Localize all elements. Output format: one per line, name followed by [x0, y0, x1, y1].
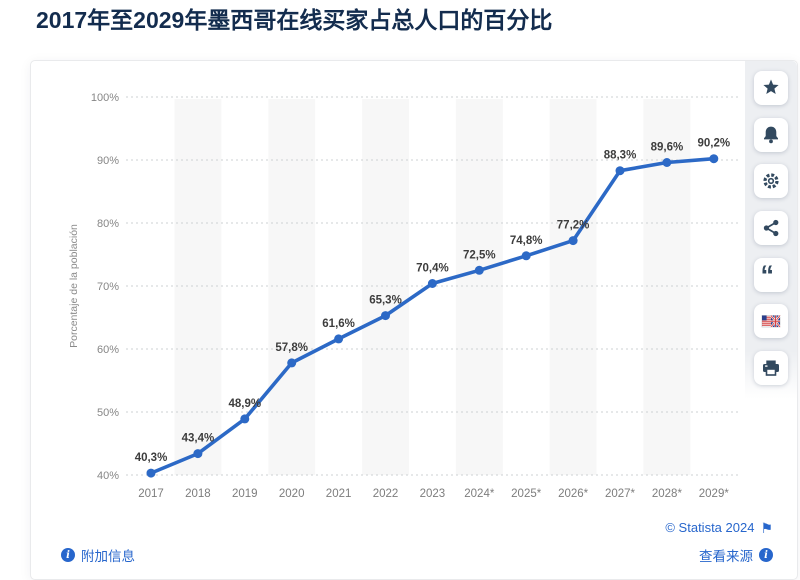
line-series [149, 156, 716, 475]
share-button[interactable] [754, 211, 788, 246]
copyright-text: © Statista 2024 [665, 520, 755, 535]
data-label: 72,5% [463, 249, 496, 261]
chart-svg: 40% 50% 60% 70% 80% 90% 100% 2017 2018 2019 2020 20… [68, 92, 739, 500]
data-label: 40,3% [135, 452, 168, 464]
y-tick-label: 90% [97, 155, 119, 167]
data-label: 89,6% [651, 142, 684, 154]
x-tick-label: 2024* [464, 488, 495, 500]
toolbar: “ [745, 61, 797, 399]
data-point[interactable] [146, 468, 156, 478]
language-flag-icon [761, 315, 781, 329]
x-tick-label: 2018 [185, 488, 211, 500]
y-tick-label: 100% [91, 92, 119, 104]
x-tick-label: 2029* [699, 488, 730, 500]
settings-button[interactable] [754, 164, 788, 199]
data-point[interactable] [615, 166, 625, 176]
plot-band [174, 99, 222, 475]
x-tick-label: 2020 [279, 488, 305, 500]
favorite-button[interactable] [754, 71, 788, 105]
data-point[interactable] [334, 334, 344, 344]
data-point[interactable] [193, 449, 203, 459]
x-tick-label: 2021 [326, 488, 352, 500]
star-icon [763, 79, 779, 94]
copyright: © Statista 2024 ⚑ [665, 520, 773, 535]
print-button[interactable] [754, 351, 788, 386]
data-label: 70,4% [416, 263, 449, 275]
y-axis-title: Porcentaje de la población [68, 224, 80, 348]
data-label: 74,8% [510, 235, 543, 247]
data-point[interactable] [662, 158, 672, 167]
data-point[interactable] [287, 358, 297, 368]
data-label: 48,9% [228, 398, 261, 410]
data-label: 65,3% [369, 295, 402, 307]
cite-button[interactable]: “ [754, 257, 788, 292]
printer-icon [763, 360, 779, 376]
data-point[interactable] [709, 154, 719, 164]
data-label: 61,6% [322, 318, 355, 330]
data-point[interactable] [521, 251, 531, 261]
data-label: 88,3% [604, 150, 637, 162]
data-label: 77,2% [557, 220, 590, 232]
plot-band [362, 99, 409, 475]
y-tick-label: 80% [97, 218, 119, 230]
x-tick-label: 2022 [373, 488, 399, 500]
chart-card: 40% 50% 60% 70% 80% 90% 100% 2017 2018 2019 2020 20… [30, 60, 798, 580]
y-tick-label: 70% [97, 281, 119, 293]
data-point[interactable] [381, 311, 390, 321]
svg-text:“: “ [761, 260, 775, 290]
x-tick-label: 2026* [558, 488, 589, 500]
plot-band [643, 99, 691, 475]
plot-band [268, 99, 316, 475]
x-tick-label: 2017 [138, 488, 164, 500]
data-point[interactable] [474, 265, 484, 275]
y-tick-label: 50% [97, 407, 119, 419]
additional-info-label: 附加信息 [81, 549, 135, 564]
show-source-label: 查看来源 [699, 549, 753, 564]
plot-band [455, 99, 503, 475]
data-point[interactable] [240, 414, 250, 424]
x-tick-label: 2025* [511, 488, 542, 500]
x-tick-label: 2028* [652, 488, 683, 500]
data-label: 57,8% [275, 342, 308, 354]
language-button[interactable] [754, 304, 788, 339]
x-tick-label: 2023 [420, 488, 446, 500]
data-label: 90,2% [697, 138, 730, 150]
y-tick-label: 60% [97, 344, 119, 356]
share-icon [763, 219, 779, 237]
additional-info-link[interactable]: i 附加信息 [61, 545, 135, 565]
data-point[interactable] [568, 236, 578, 246]
footer-links: i 附加信息 查看来源 i [61, 545, 773, 565]
report-flag-icon[interactable]: ⚑ [760, 519, 773, 536]
y-tick-label: 40% [97, 470, 119, 482]
notifications-button[interactable] [754, 117, 788, 152]
show-source-link[interactable]: 查看来源 i [699, 545, 773, 565]
info-icon: i [61, 548, 75, 562]
gear-icon [763, 173, 779, 189]
chart: 40% 50% 60% 70% 80% 90% 100% 2017 2018 2019 2020 20… [31, 61, 743, 511]
info-icon: i [759, 548, 773, 562]
x-tick-label: 2019 [232, 488, 258, 500]
quote-icon: “ [761, 260, 775, 290]
plot-band [549, 99, 597, 475]
page-title: 2017年至2029年墨西哥在线买家占总人口的百分比 [36, 7, 553, 33]
bell-icon [764, 126, 778, 143]
data-label: 43,4% [182, 433, 215, 445]
data-point[interactable] [427, 279, 437, 288]
x-tick-label: 2027* [605, 488, 636, 500]
